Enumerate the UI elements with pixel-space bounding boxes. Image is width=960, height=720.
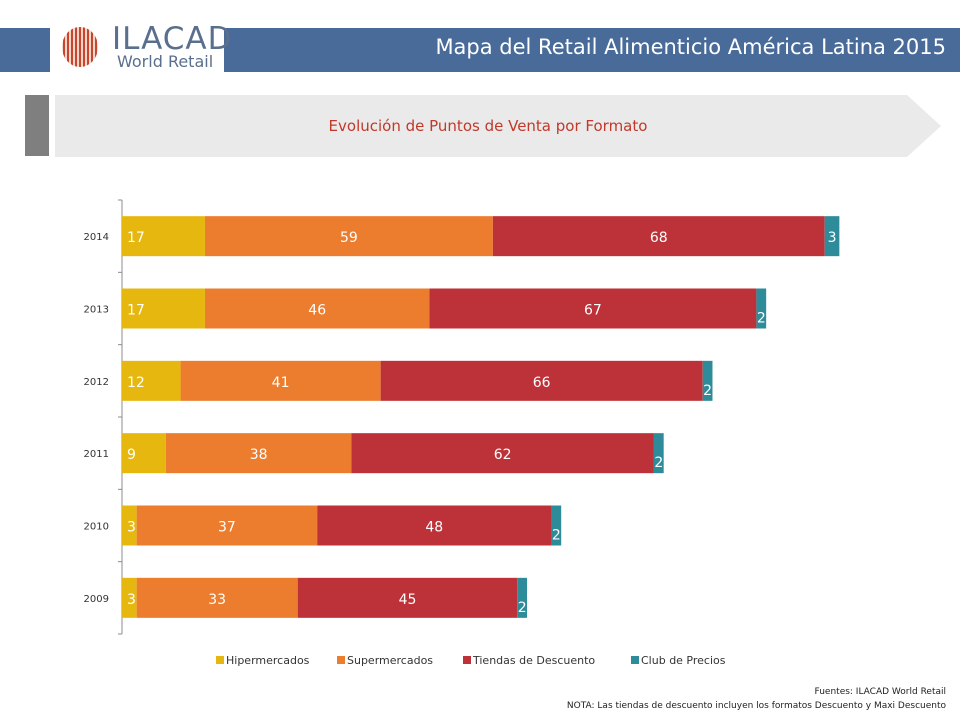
- bar-segment: [429, 288, 757, 329]
- bar-segment: [204, 216, 493, 257]
- bar-segment: [122, 577, 137, 618]
- data-label: 9: [127, 447, 136, 463]
- data-label: 12: [127, 375, 145, 391]
- category-label: 2014: [84, 232, 109, 243]
- category-label: 2013: [84, 305, 109, 316]
- legend-label: Hipermercados: [226, 654, 310, 667]
- logo-name: ILACAD: [112, 21, 233, 57]
- bar-segment: [551, 505, 562, 546]
- data-label: 2: [552, 528, 561, 544]
- category-label: 2011: [84, 449, 109, 460]
- legend-swatch: [337, 656, 345, 664]
- bar-segment: [122, 433, 166, 474]
- disclaimer-note: NOTA: Las tiendas de descuento incluyen …: [566, 701, 946, 711]
- bar-segment: [317, 505, 552, 546]
- data-label: 2: [654, 455, 663, 471]
- bar-segment: [756, 288, 767, 329]
- category-label: 2012: [84, 377, 109, 388]
- bar-segment: [517, 577, 528, 618]
- data-label: 3: [127, 592, 136, 608]
- bar-segment: [122, 360, 181, 401]
- data-label: 45: [399, 592, 417, 608]
- section-banner: [55, 95, 941, 157]
- bar-segment: [165, 433, 352, 474]
- data-label: 66: [533, 375, 551, 391]
- data-label: 41: [272, 375, 290, 391]
- data-label: 2: [757, 311, 766, 327]
- data-label: 17: [127, 230, 145, 246]
- data-label: 38: [250, 447, 268, 463]
- bar-segment: [653, 433, 664, 474]
- legend-label: Club de Precios: [641, 654, 726, 667]
- data-label: 2: [703, 383, 712, 399]
- bar-segment: [297, 577, 518, 618]
- bar-segment: [351, 433, 654, 474]
- bar-segment: [136, 577, 298, 618]
- source-note: Fuentes: ILACAD World Retail: [814, 687, 946, 697]
- bar-segment: [204, 288, 430, 329]
- section-title: Evolución de Puntos de Venta por Formato: [328, 117, 648, 135]
- logo-subtitle: World Retail: [117, 52, 214, 71]
- legend-swatch: [631, 656, 639, 664]
- data-label: 3: [127, 520, 136, 536]
- page-title: Mapa del Retail Alimenticio América Lati…: [435, 35, 946, 59]
- bar-segment: [122, 216, 205, 257]
- bar-segment: [380, 360, 703, 401]
- bar-segment: [702, 360, 713, 401]
- data-label: 59: [340, 230, 358, 246]
- legend-swatch: [216, 656, 224, 664]
- data-label: 62: [494, 447, 512, 463]
- data-label: 48: [425, 520, 443, 536]
- data-label: 46: [308, 303, 326, 319]
- data-label: 3: [828, 230, 837, 246]
- bar-segment: [122, 288, 205, 329]
- data-label: 68: [650, 230, 668, 246]
- data-label: 33: [208, 592, 226, 608]
- bar-segment: [136, 505, 318, 546]
- category-label: 2010: [84, 522, 109, 533]
- bar-segment: [180, 360, 381, 401]
- data-label: 67: [584, 303, 602, 319]
- category-label: 2009: [84, 594, 109, 605]
- bar-segment: [824, 216, 840, 257]
- data-label: 2: [518, 600, 527, 616]
- banner-accent-bar: [25, 95, 49, 156]
- logo-globe-icon: [62, 27, 98, 67]
- data-label: 37: [218, 520, 236, 536]
- legend-label: Tiendas de Descuento: [472, 654, 595, 667]
- legend-swatch: [463, 656, 471, 664]
- data-label: 17: [127, 303, 145, 319]
- bar-segment: [122, 505, 137, 546]
- legend-label: Supermercados: [347, 654, 433, 667]
- bar-segment: [492, 216, 825, 257]
